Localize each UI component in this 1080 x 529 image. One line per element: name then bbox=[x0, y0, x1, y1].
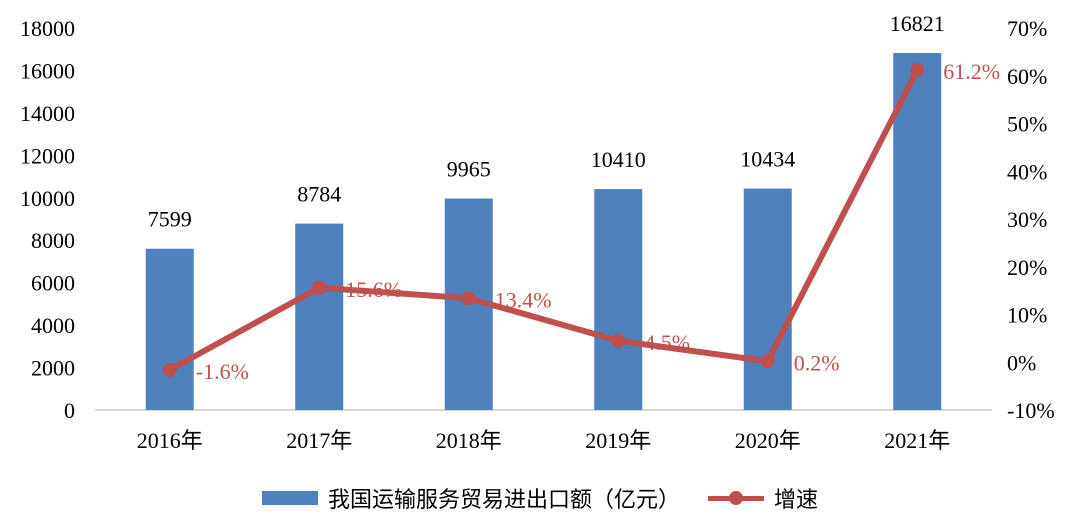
bar bbox=[145, 248, 194, 410]
x-tick-label: 2021年 bbox=[884, 428, 950, 453]
y-right-tick-label: 20% bbox=[1007, 255, 1047, 280]
bar bbox=[295, 223, 344, 410]
bar-value-label: 8784 bbox=[297, 182, 341, 207]
chart: 0 2000 4000 6000 8000 10000 12000 14000 16000 180… bbox=[20, 11, 1055, 453]
y-right-tick-label: 0% bbox=[1007, 350, 1036, 375]
y-left-tick-label: 12000 bbox=[20, 143, 75, 168]
bar bbox=[893, 53, 942, 411]
bar-value-label: 7599 bbox=[148, 207, 192, 232]
growth-point bbox=[312, 280, 327, 295]
y-left-tick-label: 6000 bbox=[31, 271, 75, 296]
y-right-tick-label: 30% bbox=[1007, 207, 1047, 232]
y-left-tick-label: 14000 bbox=[20, 101, 75, 126]
x-tick-label: 2018年 bbox=[436, 428, 502, 453]
y-left-tick-label: 10000 bbox=[20, 186, 75, 211]
growth-point bbox=[162, 362, 177, 377]
y-left-tick-label: 8000 bbox=[31, 228, 75, 253]
y-right-tick-label: 70% bbox=[1007, 16, 1047, 41]
legend-bar-label: 我国运输服务贸易进出口额（亿元） bbox=[327, 488, 680, 513]
growth-point bbox=[611, 333, 626, 348]
growth-value-label: 15.6% bbox=[345, 277, 402, 302]
y-left-tick-label: 4000 bbox=[31, 313, 75, 338]
growth-point bbox=[461, 291, 476, 306]
x-tick-label: 2020年 bbox=[735, 428, 801, 453]
growth-value-label: 4.5% bbox=[644, 330, 690, 355]
y-right-tick-label: 10% bbox=[1007, 303, 1047, 328]
growth-line bbox=[166, 67, 921, 373]
x-tick-label: 2017年 bbox=[286, 428, 352, 453]
legend-bar-swatch bbox=[261, 491, 318, 505]
legend-item-bar: 我国运输服务贸易进出口额（亿元） bbox=[261, 482, 680, 514]
growth-point bbox=[910, 63, 925, 78]
growth-value-label: -1.6% bbox=[196, 359, 249, 384]
y-right-tick-label: 50% bbox=[1007, 112, 1047, 137]
growth-point bbox=[760, 354, 775, 369]
x-tick-label: 2016年 bbox=[137, 428, 203, 453]
bar bbox=[743, 188, 792, 410]
y-left-tick-label: 0 bbox=[64, 398, 75, 423]
y-right-tick-label: -10% bbox=[1007, 398, 1055, 423]
bar bbox=[594, 189, 643, 410]
bar-value-label: 10434 bbox=[740, 147, 795, 172]
legend: 我国运输服务贸易进出口额（亿元） 增速 bbox=[0, 478, 1080, 518]
legend-line-swatch bbox=[708, 491, 764, 505]
y-right-tick-label: 40% bbox=[1007, 159, 1047, 184]
growth-value-label: 0.2% bbox=[794, 350, 840, 375]
y-right-tick-label: 60% bbox=[1007, 64, 1047, 89]
growth-value-label: 61.2% bbox=[943, 59, 1000, 84]
x-tick-label: 2019年 bbox=[585, 428, 651, 453]
bar-value-label: 9965 bbox=[447, 157, 491, 182]
y-left-tick-label: 16000 bbox=[20, 58, 75, 83]
bar-value-label: 16821 bbox=[890, 11, 945, 36]
legend-line-label: 增速 bbox=[774, 488, 819, 513]
y-left-tick-label: 2000 bbox=[31, 356, 75, 381]
growth-value-label: 13.4% bbox=[495, 287, 552, 312]
y-left-tick-label: 18000 bbox=[20, 16, 75, 41]
bar-value-label: 10410 bbox=[591, 147, 646, 172]
legend-item-line: 增速 bbox=[708, 482, 818, 514]
